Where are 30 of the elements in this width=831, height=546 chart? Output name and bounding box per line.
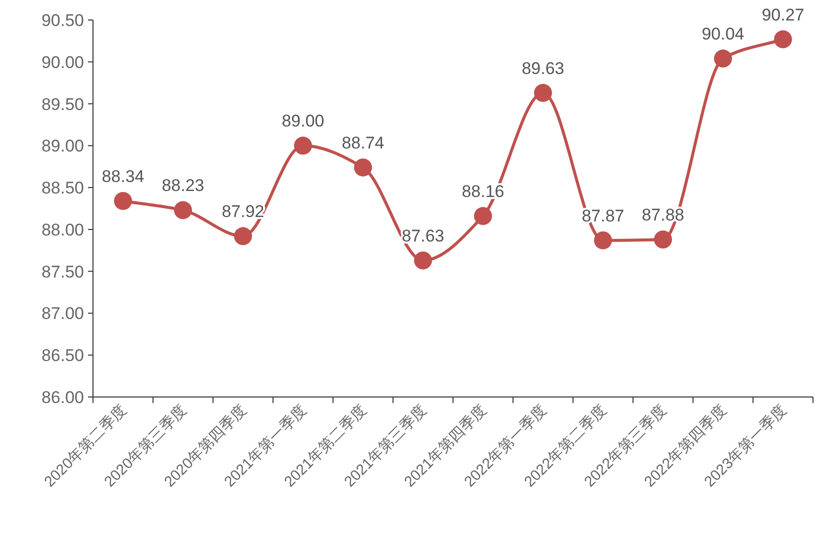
y-tick-label: 87.00 [41, 304, 84, 324]
point [114, 192, 132, 210]
point [474, 207, 492, 226]
point [354, 158, 372, 176]
point [294, 136, 312, 155]
point [594, 231, 612, 250]
y-tick-label: 86.50 [41, 346, 84, 366]
data-label: 89.00 [282, 112, 324, 131]
point [534, 84, 552, 102]
point [414, 251, 432, 270]
data-label: 88.23 [162, 176, 204, 196]
point [654, 230, 672, 248]
data-label: 88.74 [342, 133, 384, 152]
point [174, 201, 192, 220]
point [714, 50, 732, 68]
y-tick-label: 87.50 [41, 262, 84, 282]
y-tick-label: 89.50 [41, 94, 84, 114]
data-label: 90.04 [702, 24, 744, 44]
data-label: 88.34 [102, 166, 144, 186]
y-tick-label: 90.00 [41, 52, 84, 72]
point [234, 227, 252, 246]
data-label: 90.27 [762, 5, 804, 24]
y-tick-label: 90.50 [41, 11, 84, 30]
y-tick-label: 88.00 [41, 220, 84, 240]
y-tick-label: 86.00 [41, 388, 84, 407]
y-tick-label: 88.50 [41, 178, 84, 198]
data-label: 87.63 [402, 226, 444, 246]
data-label: 89.63 [522, 58, 564, 78]
point [774, 30, 792, 48]
y-tick-label: 89.00 [41, 136, 84, 156]
